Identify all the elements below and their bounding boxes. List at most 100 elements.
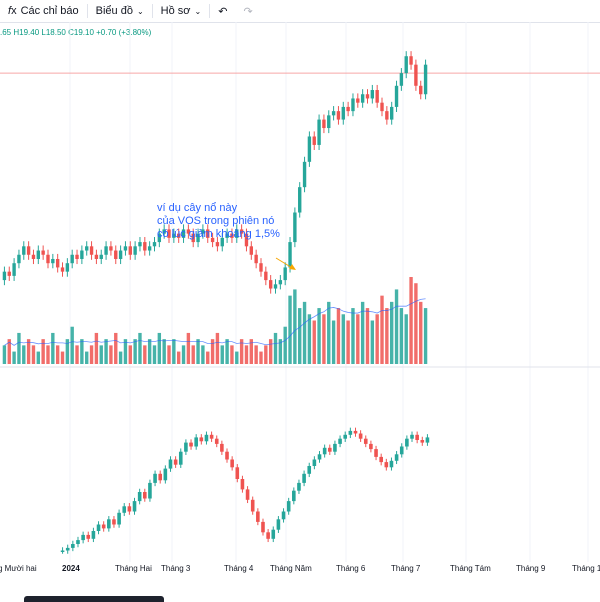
volume-bar bbox=[46, 345, 50, 364]
candle-body bbox=[128, 246, 132, 255]
volume-bar bbox=[283, 326, 287, 364]
volume-bar bbox=[225, 339, 229, 364]
candle-body bbox=[2, 271, 7, 281]
candle-body bbox=[235, 229, 239, 238]
osc-candle bbox=[86, 534, 91, 539]
osc-candle bbox=[379, 456, 383, 463]
candle-body bbox=[123, 246, 128, 251]
candle-body bbox=[17, 254, 21, 264]
volume-bar bbox=[365, 308, 370, 364]
candle-body bbox=[26, 246, 31, 255]
candle-body bbox=[293, 212, 297, 243]
osc-candle bbox=[369, 443, 373, 450]
candle-body bbox=[254, 254, 258, 264]
volume-bar bbox=[75, 345, 79, 364]
profile-button[interactable]: Hồ sơ ⌄ bbox=[153, 0, 210, 22]
candle-body bbox=[118, 250, 123, 259]
volume-bar bbox=[399, 308, 404, 364]
candle-body bbox=[380, 102, 384, 112]
volume-bar bbox=[191, 345, 195, 364]
candle-body bbox=[239, 229, 244, 234]
volume-bar bbox=[244, 345, 249, 364]
volume-bar bbox=[351, 308, 355, 364]
volume-bar bbox=[206, 351, 210, 364]
candle-body bbox=[399, 73, 404, 86]
osc-candle bbox=[209, 434, 214, 439]
volume-bar bbox=[152, 345, 157, 364]
candle-body bbox=[259, 263, 263, 272]
volume-bar bbox=[235, 351, 239, 364]
candle-body bbox=[283, 267, 287, 281]
volume-bar bbox=[99, 345, 103, 364]
volume-bar bbox=[409, 277, 413, 364]
toolbar-divider bbox=[151, 4, 153, 18]
volume-bar bbox=[104, 339, 108, 364]
osc-candle bbox=[214, 438, 219, 444]
candle-body bbox=[414, 64, 418, 86]
osc-candle bbox=[358, 433, 363, 439]
candle-body bbox=[147, 246, 152, 251]
osc-candle bbox=[184, 442, 188, 452]
chart-type-label: Biểu đồ bbox=[95, 5, 133, 17]
candle-body bbox=[288, 242, 292, 268]
volume-bar bbox=[414, 283, 418, 364]
volume-bar bbox=[370, 320, 375, 364]
chevron-down-icon: ⌄ bbox=[136, 6, 144, 16]
volume-bar bbox=[273, 332, 278, 364]
candle-body bbox=[409, 56, 413, 65]
volume-bar bbox=[167, 345, 171, 364]
x-axis-label: Tháng 6 bbox=[336, 564, 366, 573]
volume-bar bbox=[7, 339, 11, 364]
x-axis-label: Tháng 10 bbox=[572, 564, 600, 573]
candle-body bbox=[191, 233, 195, 243]
candle-body bbox=[244, 233, 249, 247]
osc-candle bbox=[163, 468, 168, 481]
volume-bar bbox=[268, 339, 273, 364]
candle-body bbox=[404, 56, 408, 74]
volume-bar bbox=[322, 314, 326, 364]
candle-body bbox=[157, 233, 162, 243]
candle-body bbox=[109, 246, 113, 251]
chart-type-button[interactable]: Biểu đồ ⌄ bbox=[88, 0, 152, 22]
volume-bar bbox=[162, 339, 166, 364]
chevron-down-icon: ⌄ bbox=[194, 6, 202, 16]
bottom-toolbar[interactable] bbox=[24, 596, 164, 602]
volume-bar bbox=[172, 339, 176, 364]
volume-bar bbox=[17, 332, 21, 364]
candle-body bbox=[356, 98, 360, 103]
osc-candle bbox=[220, 443, 224, 452]
undo-button[interactable]: ↶ bbox=[210, 0, 235, 22]
volume-bar bbox=[389, 301, 394, 364]
volume-bar bbox=[26, 339, 31, 364]
volume-bar bbox=[31, 345, 36, 364]
volume-ma-line bbox=[4, 298, 426, 346]
osc-candle bbox=[317, 454, 322, 460]
arrow-head-icon bbox=[289, 264, 296, 270]
osc-candle bbox=[204, 434, 209, 442]
candle-body bbox=[181, 229, 186, 238]
candle-body bbox=[196, 233, 200, 243]
volume-bar bbox=[114, 332, 118, 364]
candle-body bbox=[307, 136, 312, 162]
x-axis-label: Tháng Hai bbox=[115, 564, 152, 573]
osc-candle bbox=[343, 434, 348, 439]
redo-button[interactable]: ↷ bbox=[235, 0, 260, 22]
osc-candle bbox=[91, 531, 96, 539]
volume-bar bbox=[249, 339, 254, 364]
osc-candle bbox=[148, 482, 152, 499]
osc-candle bbox=[81, 534, 85, 541]
candle-body bbox=[133, 246, 137, 255]
volume-bar bbox=[2, 345, 7, 364]
volume-bar bbox=[138, 332, 142, 364]
candle-body bbox=[322, 119, 326, 129]
candle-body bbox=[302, 161, 307, 188]
volume-bar bbox=[312, 320, 316, 364]
candle-body bbox=[215, 242, 220, 247]
indicators-button[interactable]: fx Các chỉ báo bbox=[0, 0, 87, 22]
volume-bar bbox=[215, 332, 220, 364]
osc-candle bbox=[312, 459, 317, 466]
volume-bar bbox=[80, 339, 84, 364]
osc-candle bbox=[96, 524, 101, 531]
candle-body bbox=[264, 271, 268, 281]
